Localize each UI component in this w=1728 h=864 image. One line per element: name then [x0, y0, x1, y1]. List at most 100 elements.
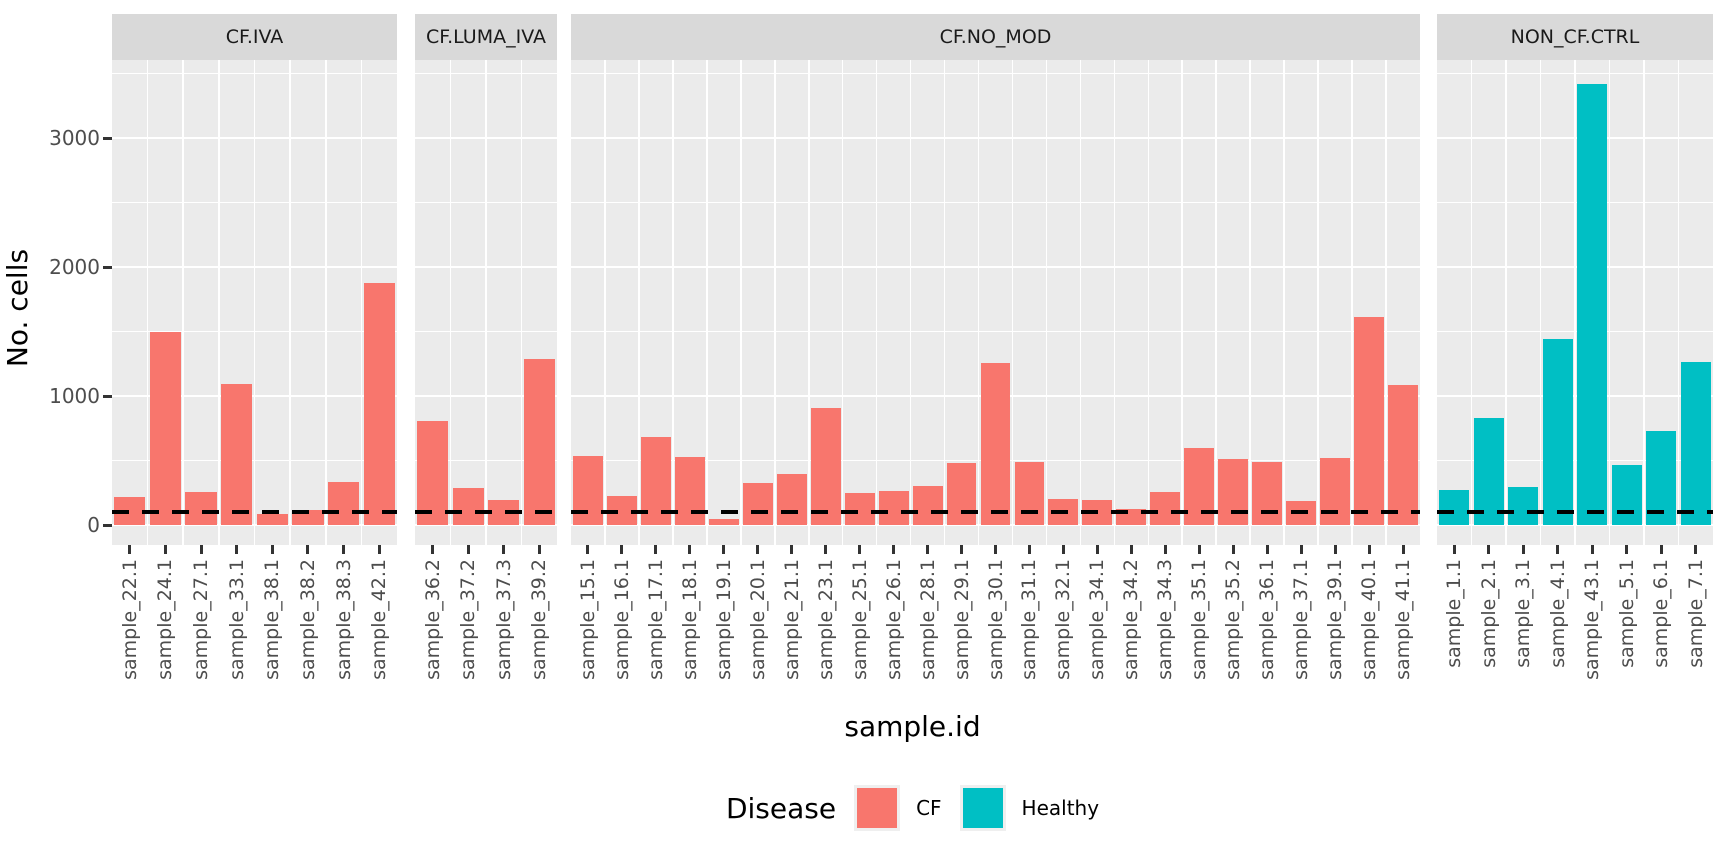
x-tick-label: sample_35.2 — [1222, 559, 1245, 680]
bar-sample_41.1 — [1388, 385, 1418, 525]
x-tick-mark — [306, 545, 310, 554]
x-tick-mark — [926, 545, 930, 554]
gridline-vertical — [909, 60, 912, 545]
bar-sample_42.1 — [363, 283, 395, 525]
x-tick-label: sample_7.1 — [1684, 559, 1707, 668]
gridline-vertical — [520, 60, 523, 545]
x-tick-label: sample_6.1 — [1650, 559, 1673, 668]
x-tick-label: sample_38.3 — [332, 559, 355, 680]
gridline-major — [571, 524, 1420, 527]
legend-entry-CF: CF — [854, 785, 942, 831]
gridline-minor — [571, 72, 1420, 75]
y-tick-label: 3000 — [49, 126, 100, 151]
x-tick-mark — [1694, 545, 1698, 554]
x-tick-label: sample_39.1 — [1324, 559, 1347, 680]
x-axis-labels: sample_22.1 sample_24.1 sample_27.1 sample_… — [112, 545, 397, 705]
x-tick-label: sample_5.1 — [1615, 559, 1638, 668]
bar-sample_28.1 — [912, 486, 943, 525]
gridline-vertical — [1045, 60, 1048, 545]
x-tick-mark — [1265, 545, 1269, 554]
bar-sample_18.1 — [674, 457, 705, 525]
gridline-vertical — [253, 60, 256, 545]
gridline-vertical — [1011, 60, 1014, 545]
gridline-minor — [571, 201, 1420, 203]
y-tick-mark — [103, 265, 112, 269]
y-tick-label: 1000 — [49, 384, 100, 409]
y-tick-label: 2000 — [49, 255, 100, 280]
x-tick-label: sample_40.1 — [1358, 559, 1381, 680]
x-tick-label: sample_37.2 — [457, 559, 480, 680]
bar-sample_38.1 — [256, 514, 288, 525]
gridline-vertical — [1317, 60, 1319, 545]
bar-sample_15.1 — [573, 456, 603, 525]
x-tick-label: sample_42.1 — [368, 559, 391, 680]
x-tick-label: sample_43.1 — [1581, 559, 1604, 680]
x-tick-label: sample_38.1 — [261, 559, 284, 680]
x-tick-mark — [824, 545, 828, 554]
x-tick-mark — [892, 545, 896, 554]
x-tick-mark — [1333, 545, 1337, 554]
x-tick-label: sample_36.1 — [1256, 559, 1279, 680]
bar-sample_34.3 — [1150, 492, 1181, 525]
x-tick-mark — [1129, 545, 1133, 554]
gridline-major — [571, 266, 1420, 269]
facet-CF.LUMA_IVA: CF.LUMA_IVA sample_36.2 sample_37.2 sample_… — [415, 14, 557, 680]
x-tick-mark — [377, 545, 381, 554]
gridline-vertical — [1181, 60, 1184, 545]
x-tick-label: sample_35.1 — [1188, 559, 1211, 680]
gridline-vertical — [449, 60, 452, 545]
x-tick-mark — [1299, 545, 1303, 554]
legend: Disease CF Healthy — [112, 778, 1713, 838]
gridline-vertical — [289, 60, 291, 545]
x-tick-label: sample_37.3 — [492, 559, 515, 680]
legend-label: Healthy — [1021, 796, 1100, 820]
bar-sample_40.1 — [1354, 316, 1384, 525]
x-tick-mark — [994, 545, 997, 554]
gridline-vertical — [875, 60, 878, 545]
facet-CF.IVA: CF.IVA sample_22.1 sample_24.1 sample_27.1 s… — [112, 14, 397, 680]
x-tick-label: sample_25.1 — [848, 559, 871, 680]
x-tick-label: sample_26.1 — [882, 559, 905, 680]
x-tick-label: sample_1.1 — [1443, 559, 1466, 668]
x-tick-mark — [1163, 545, 1167, 554]
legend-key — [854, 785, 901, 831]
facet-CF.NO_MOD: CF.NO_MOD sample_15.1 sample_16.1 sample_17… — [571, 14, 1420, 680]
x-tick-label: sample_23.1 — [814, 559, 837, 680]
x-tick-label: sample_16.1 — [610, 559, 633, 680]
gridline-vertical — [1147, 60, 1150, 545]
gridline-vertical — [807, 60, 810, 545]
gridline-vertical — [360, 60, 363, 545]
x-tick-label: sample_33.1 — [225, 559, 248, 680]
x-axis-labels: sample_36.2 sample_37.2 sample_37.3 sample_… — [415, 545, 557, 705]
x-tick-label: sample_41.1 — [1392, 559, 1415, 680]
x-tick-mark — [722, 545, 726, 554]
x-axis-title: sample.id — [844, 710, 981, 743]
facet-strip-label: CF.IVA — [112, 14, 397, 60]
x-tick-mark — [688, 545, 692, 554]
x-tick-mark — [756, 545, 760, 554]
gridline-major — [571, 137, 1420, 140]
reference-line — [415, 510, 557, 515]
bar-sample_4.1 — [1542, 338, 1573, 525]
legend-swatch-CF — [857, 788, 898, 828]
bar-sample_43.1 — [1577, 84, 1608, 525]
x-tick-mark — [1521, 545, 1525, 554]
facet-strip-label: CF.NO_MOD — [571, 14, 1420, 60]
facet-panel — [571, 60, 1420, 545]
x-tick-mark — [466, 545, 470, 554]
x-axis-labels: sample_1.1 sample_2.1 sample_3.1 sample_4.1… — [1437, 545, 1713, 705]
x-tick-mark — [1095, 545, 1099, 554]
x-tick-label: sample_32.1 — [1052, 559, 1075, 680]
bar-sample_20.1 — [742, 483, 773, 525]
x-tick-label: sample_3.1 — [1512, 559, 1535, 668]
x-tick-label: sample_29.1 — [950, 559, 973, 680]
gridline-vertical — [638, 60, 640, 545]
facet-strip-label: NON_CF.CTRL — [1437, 14, 1713, 60]
x-tick-label: sample_27.1 — [190, 559, 213, 680]
x-tick-label: sample_24.1 — [154, 559, 177, 680]
x-tick-label: sample_22.1 — [118, 559, 141, 680]
gridline-vertical — [943, 60, 946, 545]
bar-sample_3.1 — [1508, 486, 1539, 525]
gridline-vertical — [706, 60, 708, 545]
x-tick-mark — [1487, 545, 1491, 554]
